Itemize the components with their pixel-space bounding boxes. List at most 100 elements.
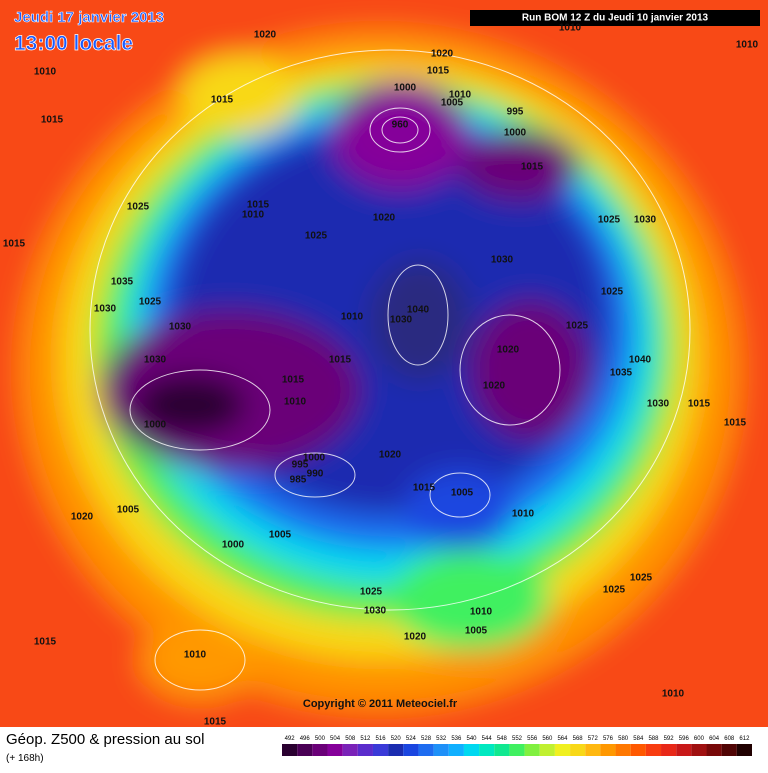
- isobar-label: 1040: [407, 305, 430, 316]
- scale-swatch: [403, 744, 419, 756]
- scale-label: 508: [345, 736, 356, 742]
- isobar-label: 1025: [598, 215, 621, 226]
- isobar-label: 1020: [404, 632, 427, 643]
- scale-swatch: [570, 744, 586, 756]
- isobar-label: 1015: [413, 483, 436, 494]
- scale-swatch: [282, 744, 298, 756]
- scale-label: 564: [557, 736, 568, 742]
- isobar-label: 1015: [282, 375, 305, 386]
- isobar-label: 1005: [117, 505, 140, 516]
- scale-label: 560: [542, 736, 553, 742]
- time: 13:00 locale: [14, 32, 133, 55]
- isobar-label: 1020: [431, 49, 454, 60]
- scale-label: 504: [330, 736, 341, 742]
- scale-label: 572: [588, 736, 599, 742]
- isobar-label: 1010: [184, 650, 207, 661]
- scale-label: 548: [497, 736, 508, 742]
- isobar-label: 1010: [559, 23, 582, 34]
- isobar-label: 1015: [521, 162, 544, 173]
- scale-label: 544: [482, 736, 493, 742]
- isobar-label: 1040: [629, 355, 652, 366]
- isobar-label: 990: [307, 469, 324, 480]
- scale-label: 500: [315, 736, 326, 742]
- scale-label: 516: [376, 736, 387, 742]
- scale-label: 588: [648, 736, 659, 742]
- isobar-label: 1025: [630, 573, 653, 584]
- scale-swatch: [463, 744, 480, 756]
- isobar-label: 1000: [222, 540, 245, 551]
- isobar-label: 1030: [647, 399, 670, 410]
- isobar-label: 985: [290, 475, 307, 486]
- scale-label: 580: [618, 736, 629, 742]
- isobar-label: 1010: [736, 40, 759, 51]
- scale-swatch: [661, 744, 677, 756]
- scale-swatch: [342, 744, 358, 756]
- scale-label: 536: [451, 736, 462, 742]
- isobar-label: 1020: [497, 345, 520, 356]
- scale-swatch: [645, 744, 662, 756]
- isobar-label: 1030: [634, 215, 657, 226]
- scale-label: 596: [679, 736, 690, 742]
- scale-swatch: [585, 744, 601, 756]
- footer-lead: (+ 168h): [6, 753, 44, 764]
- isobar-label: 1030: [94, 304, 117, 315]
- scale-swatch: [494, 744, 510, 756]
- isobar-label: 1010: [662, 689, 685, 700]
- run-box: [470, 10, 760, 26]
- isobar-label: 1010: [449, 90, 472, 101]
- isobar-label: 960: [392, 120, 409, 131]
- scale-label: 520: [391, 736, 402, 742]
- isobar-label: 1020: [373, 213, 396, 224]
- isobar-label: 1020: [483, 381, 506, 392]
- scale-swatch: [357, 744, 373, 756]
- isobar-label: 1000: [144, 420, 167, 431]
- isobar-lines: [89, 49, 691, 691]
- isobar-label: 1010: [284, 397, 307, 408]
- scale-label: 512: [360, 736, 371, 742]
- isobar-label: 1030: [144, 355, 167, 366]
- isobar-label: 1015: [688, 399, 711, 410]
- scale-label: 492: [285, 736, 296, 742]
- scale-swatch: [691, 744, 707, 756]
- footer-title: Géop. Z500 & pression au sol: [6, 731, 204, 748]
- scale-label: 552: [512, 736, 523, 742]
- isobar-label: 1025: [305, 231, 328, 242]
- scale-label: 576: [603, 736, 614, 742]
- isobar-label: 1025: [566, 321, 589, 332]
- scale-label: 540: [467, 736, 478, 742]
- isobar-labels: 1020101010151015102010151010100510009951…: [3, 23, 759, 728]
- scale-swatch: [448, 744, 464, 756]
- isobar-label: 1005: [451, 488, 474, 499]
- isobar-label: 1015: [211, 95, 234, 106]
- scale-label: 524: [406, 736, 417, 742]
- scale-swatch: [418, 744, 434, 756]
- isobar-label: 1025: [139, 297, 162, 308]
- isobar-label: 1005: [269, 530, 292, 541]
- isobar-label: 1020: [379, 450, 402, 461]
- scale-swatch: [372, 744, 389, 756]
- isobar-label: 1035: [610, 368, 633, 379]
- isobar-label: 1015: [427, 66, 450, 77]
- isobar-label: 1030: [390, 315, 413, 326]
- scale-swatch: [479, 744, 495, 756]
- color-scale: 492 496 500 504 508 512 516 520 524 528 532 536 540 5…: [282, 736, 752, 756]
- isobar-label: 1000: [394, 83, 417, 94]
- isobar-label: 1025: [601, 287, 624, 298]
- scale-swatch: [706, 744, 722, 756]
- isobar-label: 1010: [512, 509, 535, 520]
- scale-swatch: [630, 744, 646, 756]
- scale-swatch: [600, 744, 616, 756]
- copyright: Copyright © 2011 Meteociel.fr: [303, 698, 458, 710]
- isobar-label: 1005: [465, 626, 488, 637]
- scale-swatch: [524, 744, 540, 756]
- isobar-label: 1035: [111, 277, 134, 288]
- isobar-label: 1020: [71, 512, 94, 523]
- isobar-label: 1015: [724, 418, 747, 429]
- isobar-label: 995: [292, 460, 309, 471]
- scale-label: 584: [633, 736, 644, 742]
- isobar-label: 1000: [303, 453, 326, 464]
- isobar-label: 1010: [34, 67, 57, 78]
